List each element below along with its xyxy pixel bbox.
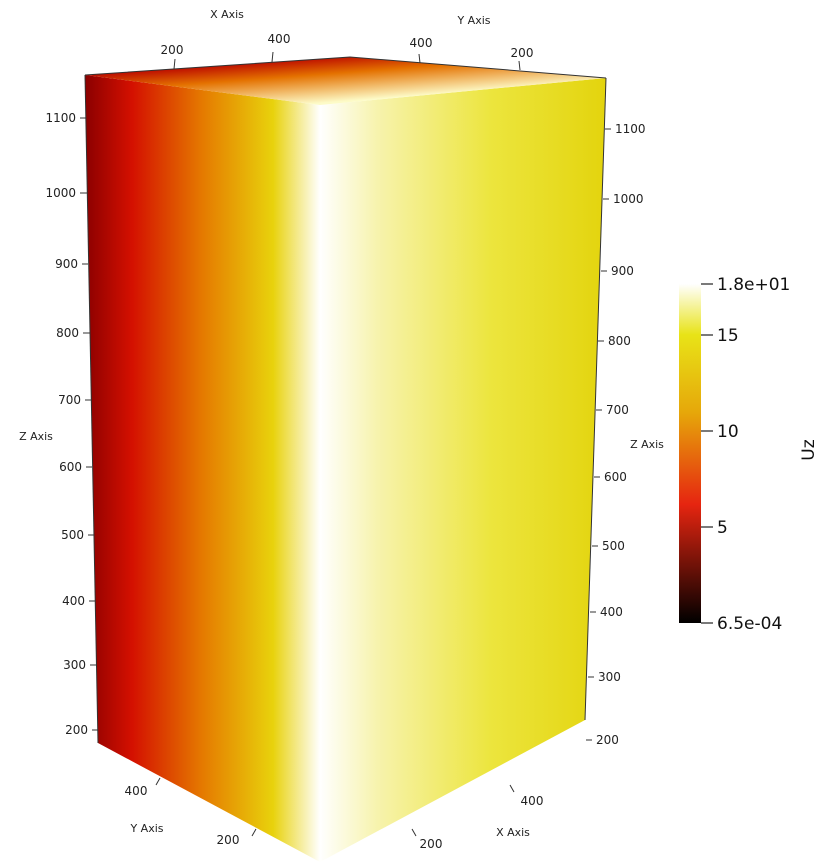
- top-face: [85, 57, 606, 105]
- right-z-tick-1000: 1000: [613, 192, 644, 206]
- colorbar-title: Uz: [799, 439, 819, 460]
- top-x-tick-400: 400: [268, 32, 291, 46]
- left-z-tick-1100: 1100: [45, 111, 76, 125]
- left-z-tick-200: 200: [65, 723, 88, 737]
- left-z-tick-400: 400: [62, 594, 85, 608]
- top-y-axis-title: Y Axis: [456, 14, 490, 27]
- bottom-x-axis-title: X Axis: [496, 826, 530, 839]
- top-y-tick-400: 400: [410, 36, 433, 50]
- right-face: [320, 78, 606, 862]
- right-z-tick-700: 700: [606, 403, 629, 417]
- bottom-x-tick-400: 400: [521, 794, 544, 808]
- left-z-tick-700: 700: [58, 393, 81, 407]
- right-z-tick-500: 500: [602, 539, 625, 553]
- left-z-tick-1000: 1000: [45, 186, 76, 200]
- top-y-tick-200: 200: [511, 46, 534, 60]
- colorbar-tick-5: 5: [717, 518, 728, 538]
- colorbar-tick-15: 15: [717, 326, 739, 346]
- box-edges: [84, 56, 607, 744]
- colorbar-max-label: 1.8e+01: [717, 275, 790, 295]
- bottom-y-tick-200: 200: [217, 833, 240, 847]
- right-z-tick-600: 600: [604, 470, 627, 484]
- colorbar-gradient: [679, 284, 701, 623]
- colorbar-min-label: 6.5e-04: [717, 614, 782, 634]
- bottom-y-axis-title: Y Axis: [129, 822, 163, 835]
- bottom-x-tick-200: 200: [420, 837, 443, 851]
- left-face: [85, 75, 320, 862]
- right-z-tick-800: 800: [608, 334, 631, 348]
- left-z-tick-900: 900: [55, 257, 78, 271]
- top-ticks: [173, 51, 521, 71]
- left-z-labels: 1100 1000 900 800 700 600 500 400 300 20…: [45, 111, 88, 737]
- right-z-tick-1100: 1100: [615, 122, 646, 136]
- top-x-tick-200: 200: [161, 43, 184, 57]
- left-z-tick-600: 600: [59, 460, 82, 474]
- colorbar-ticks: [701, 283, 713, 624]
- right-z-axis-title: Z Axis: [630, 438, 664, 451]
- left-z-ticks: [80, 117, 98, 731]
- left-z-tick-800: 800: [56, 326, 79, 340]
- top-x-axis-title: X Axis: [210, 8, 244, 21]
- colorbar-tick-10: 10: [717, 422, 739, 442]
- left-z-tick-300: 300: [63, 658, 86, 672]
- right-z-ticks: [586, 128, 611, 741]
- bottom-y-tick-400: 400: [125, 784, 148, 798]
- right-z-tick-900: 900: [611, 264, 634, 278]
- color-legend: 1.8e+01 15 10 5 6.5e-04 Uz: [679, 275, 819, 634]
- right-z-tick-400: 400: [600, 605, 623, 619]
- left-z-tick-500: 500: [61, 528, 84, 542]
- right-z-labels: 1100 1000 900 800 700 600 500 400 300 20…: [596, 122, 646, 747]
- left-z-axis-title: Z Axis: [19, 430, 53, 443]
- right-z-tick-300: 300: [598, 670, 621, 684]
- bottom-ticks: [155, 777, 515, 837]
- right-z-tick-200: 200: [596, 733, 619, 747]
